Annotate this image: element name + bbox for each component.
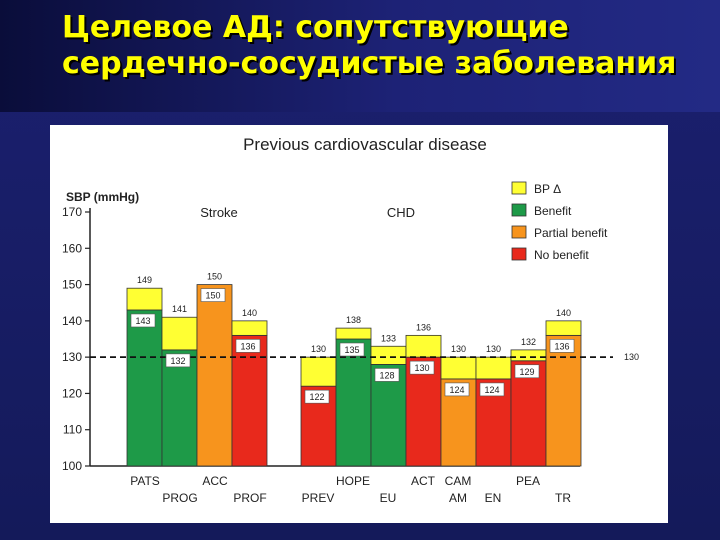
bar-bp-delta-tr [545,320,582,336]
bar-achieved-label-box [200,288,226,302]
bar-achieved-label-box [444,382,470,397]
bar-achieved-label: 136 [554,341,569,351]
legend-label: Partial benefit [534,226,608,240]
legend-label: No benefit [534,248,589,262]
bar-control-label: 130 [311,344,326,354]
y-tick-label: 140 [62,314,82,328]
bar-control-label: 130 [486,344,501,354]
category-label: HOPE [336,474,370,488]
category-label: EU [380,491,397,505]
legend-swatch [511,247,527,261]
bar-bp-delta-en [475,356,512,380]
bar-achieved-label: 124 [449,385,464,395]
bar-bp-delta-act [405,334,442,358]
category-label: PREV [302,491,335,505]
slide-title: Целевое АД: сопутствующие сердечно-сосуд… [62,10,677,81]
bar-achieved-label-box [409,360,435,375]
legend-swatch [511,203,527,217]
bar-achieved-label-box [165,353,191,368]
bar-control-label: 150 [207,272,222,282]
group-label-stroke: Stroke [200,205,238,220]
bar-achieved-act [405,356,442,467]
bar-control-label: 136 [416,322,431,332]
bar-achieved-label: 150 [205,291,220,301]
bar-achieved-label-box [130,313,156,328]
bar-achieved-label-box [339,342,365,357]
chart-panel: Previous cardiovascular disease SBP (mmH… [50,125,668,523]
chart-title: Previous cardiovascular disease [243,135,487,154]
bar-control-label: 130 [451,344,466,354]
y-tick-label: 160 [62,241,82,255]
bar-control-label: 138 [346,315,361,325]
y-tick-label: 170 [62,205,82,219]
bar-control-label: 149 [137,275,152,285]
bar-achieved-label-box [235,339,261,353]
category-label: ACC [202,474,228,488]
legend-label: BP Δ [534,182,561,196]
category-label: PROG [162,491,197,505]
y-tick-label: 150 [62,278,82,292]
bar-achieved-pats [126,309,163,467]
bar-achieved-prog [161,349,198,467]
y-tick-label: 130 [62,350,82,364]
bar-achieved-label: 132 [170,356,185,366]
bar-bp-delta-eu [370,345,407,365]
bar-achieved-label: 124 [484,385,499,395]
bar-achieved-hope [335,338,372,467]
bar-achieved-label: 122 [309,392,324,402]
bar-achieved-tr [545,334,582,467]
legend-swatch [511,181,527,195]
bar-achieved-label: 136 [240,341,255,351]
bar-achieved-prof [231,334,268,467]
bar-achieved-acc [196,284,233,467]
y-tick-label: 100 [62,459,82,473]
group-label-chd: CHD [387,205,415,220]
category-label: CAM [445,474,472,488]
bar-achieved-label-box [304,389,330,404]
bar-achieved-label-box [479,382,505,397]
category-label: TR [555,491,571,505]
title-band [0,0,720,112]
y-tick-label: 110 [63,423,82,437]
bar-bp-delta-pea [510,349,547,362]
bar-achieved-label-box [514,364,540,379]
category-label: EN [485,491,502,505]
bar-achieved-label-box [374,368,400,382]
bar-achieved-pea [510,360,547,467]
reference-line-label: 130 [624,352,639,362]
bar-control-label: 140 [556,308,571,318]
bar-control-label: 133 [381,333,396,343]
bar-bp-delta-hope [335,327,372,340]
bar-bp-delta-prof [231,320,268,336]
bar-chart: Previous cardiovascular disease SBP (mmH… [62,135,639,505]
y-tick-label: 120 [62,386,82,400]
category-label: PEA [516,474,540,488]
bar-achieved-label: 129 [519,367,534,377]
bar-achieved-label: 135 [344,345,359,355]
bar-achieved-label: 143 [135,316,150,326]
bar-control-label: 132 [521,337,536,347]
bar-achieved-label: 130 [414,363,429,373]
bar-control-label: 141 [172,304,187,314]
category-label: ACT [411,474,436,488]
category-label: PATS [130,474,160,488]
bar-bp-delta-prog [161,316,198,351]
bar-bp-delta-prev [300,356,337,387]
bar-control-label: 140 [242,308,257,318]
bar-achieved-label: 128 [379,370,394,380]
legend-swatch [511,225,527,239]
bar-bp-delta-pats [126,287,163,311]
bar-bp-delta-am [440,356,477,380]
category-label: AM [449,491,467,505]
y-axis-label: SBP (mmHg) [66,190,139,204]
legend-label: Benefit [534,204,572,218]
category-label: PROF [233,491,266,505]
bar-achieved-label-box [549,339,575,353]
